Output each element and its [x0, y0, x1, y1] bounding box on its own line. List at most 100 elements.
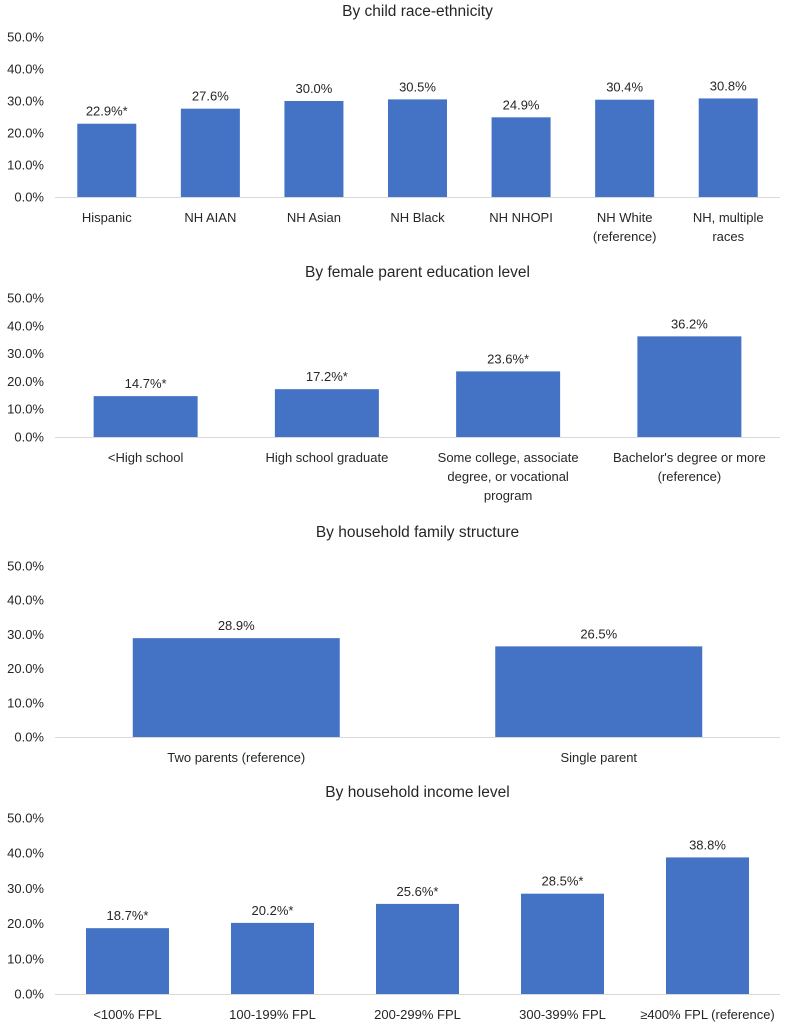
category-label-line: NH Asian — [287, 210, 341, 225]
bar — [495, 646, 703, 737]
category-label-line: NH Black — [390, 210, 445, 225]
category-label-line: ≥400% FPL (reference) — [640, 1007, 775, 1022]
data-label: 30.8% — [710, 78, 747, 93]
y-tick-label: 50.0% — [7, 811, 44, 826]
category-label: NH NHOPI — [489, 210, 553, 225]
chart-race-ethnicity: By child race-ethnicity 0.0% 10.0% 20.0% 30.… — [7, 3, 780, 244]
data-label: 28.9% — [218, 618, 255, 633]
category-label: NH White (reference) — [593, 210, 657, 244]
category-label: 200-299% FPL — [374, 1007, 461, 1022]
category-label: <High school — [108, 450, 184, 465]
data-label: 28.5%* — [542, 874, 584, 889]
y-tick-label: 0.0% — [14, 730, 44, 745]
y-tick-label: 20.0% — [7, 126, 44, 141]
category-label-line: NH White — [597, 210, 653, 225]
category-label: NH, multiple races — [693, 210, 764, 244]
data-label: 17.2%* — [306, 369, 348, 384]
y-tick-label: 30.0% — [7, 627, 44, 642]
data-label: 22.9%* — [86, 104, 128, 119]
category-label-line: Single parent — [560, 750, 637, 765]
bar — [521, 893, 604, 994]
bar — [93, 396, 198, 437]
y-tick-label: 20.0% — [7, 374, 44, 389]
category-label-line: NH AIAN — [184, 210, 236, 225]
y-tick-label: 50.0% — [7, 291, 44, 306]
y-tick-label: 0.0% — [14, 190, 44, 205]
chart-title-race-ethnicity: By child race-ethnicity — [342, 3, 493, 20]
chart-family-structure: By household family structure 0.0% 10.0% 20… — [7, 524, 780, 765]
category-label-line: Bachelor's degree or more — [613, 450, 766, 465]
chart-education: By female parent education level 0.0% 10.0… — [7, 264, 780, 503]
bar — [132, 638, 340, 737]
category-label-line: 200-299% FPL — [374, 1007, 461, 1022]
bar — [180, 108, 240, 197]
category-label: Some college, associate degree, or vocati… — [438, 450, 579, 503]
category-label-line: 300-399% FPL — [519, 1007, 606, 1022]
category-label: NH AIAN — [184, 210, 236, 225]
category-label: High school graduate — [265, 450, 388, 465]
y-tick-label: 10.0% — [7, 402, 44, 417]
data-label: 20.2%* — [252, 903, 294, 918]
category-label-line: <100% FPL — [93, 1007, 161, 1022]
bar — [456, 371, 561, 437]
y-tick-label: 20.0% — [7, 916, 44, 931]
y-tick-label: 10.0% — [7, 158, 44, 173]
category-label-line: races — [712, 229, 744, 244]
y-tick-label: 20.0% — [7, 661, 44, 676]
category-label: 100-199% FPL — [229, 1007, 316, 1022]
y-tick-label: 40.0% — [7, 593, 44, 608]
y-tick-label: 40.0% — [7, 62, 44, 77]
data-label: 14.7%* — [125, 376, 167, 391]
category-label-line: program — [484, 488, 532, 503]
category-label-line: <High school — [108, 450, 184, 465]
y-tick-label: 30.0% — [7, 94, 44, 109]
bar — [595, 99, 655, 197]
bar — [231, 922, 314, 994]
bar — [637, 336, 742, 437]
category-label-line: High school graduate — [265, 450, 388, 465]
category-label: Hispanic — [82, 210, 132, 225]
bar — [376, 903, 459, 994]
category-label-line: 100-199% FPL — [229, 1007, 316, 1022]
category-label: Two parents (reference) — [167, 750, 305, 765]
category-label: <100% FPL — [93, 1007, 161, 1022]
category-label: NH Asian — [287, 210, 341, 225]
data-label: 36.2% — [671, 316, 708, 331]
bar — [388, 99, 447, 197]
y-tick-label: 10.0% — [7, 695, 44, 710]
y-tick-label: 40.0% — [7, 318, 44, 333]
data-label: 26.5% — [580, 626, 617, 641]
data-label: 27.6% — [192, 89, 229, 104]
bar — [284, 101, 344, 197]
bar — [666, 857, 749, 994]
data-label: 23.6%* — [487, 351, 529, 366]
bar — [698, 98, 758, 197]
y-tick-label: 0.0% — [14, 430, 44, 445]
y-tick-label: 10.0% — [7, 951, 44, 966]
category-label: NH Black — [390, 210, 445, 225]
bar — [274, 389, 379, 437]
y-tick-label: 40.0% — [7, 846, 44, 861]
category-label-line: Some college, associate — [438, 450, 579, 465]
category-label: Bachelor's degree or more (reference) — [613, 450, 766, 484]
data-label: 38.8% — [689, 837, 726, 852]
category-label-line: (reference) — [593, 229, 657, 244]
category-label-line: Two parents (reference) — [167, 750, 305, 765]
category-label-line: NH, multiple — [693, 210, 764, 225]
category-label-line: (reference) — [658, 469, 722, 484]
category-label-line: NH NHOPI — [489, 210, 553, 225]
y-tick-label: 30.0% — [7, 881, 44, 896]
data-label: 30.0% — [295, 81, 332, 96]
data-label: 24.9% — [503, 97, 540, 112]
y-tick-label: 0.0% — [14, 987, 44, 1002]
data-label: 18.7%* — [107, 908, 149, 923]
y-tick-label: 30.0% — [7, 346, 44, 361]
category-label-line: degree, or vocational — [447, 469, 569, 484]
y-tick-label: 50.0% — [7, 30, 44, 45]
chart-title-family-structure: By household family structure — [316, 524, 519, 541]
bar — [86, 928, 169, 994]
chart-income: By household income level 0.0% 10.0% 20.0% 3… — [7, 784, 780, 1022]
category-label: ≥400% FPL (reference) — [640, 1007, 775, 1022]
chart-title-income: By household income level — [325, 784, 509, 801]
